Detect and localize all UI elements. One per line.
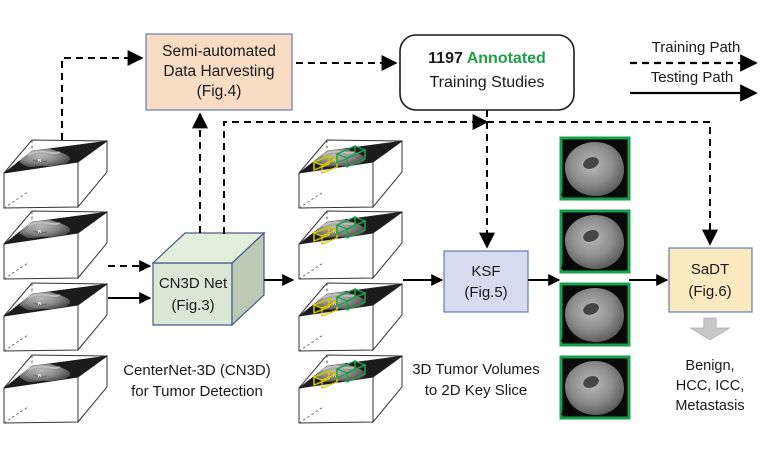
svg-text:(Fig.4): (Fig.4) xyxy=(197,83,242,100)
svg-text:Data Harvesting: Data Harvesting xyxy=(163,63,274,80)
svg-text:HCC, ICC,: HCC, ICC, xyxy=(676,378,744,394)
svg-text:1197 Annotated: 1197 Annotated xyxy=(428,50,546,67)
svg-text:3D Tumor Volumes: 3D Tumor Volumes xyxy=(412,361,540,378)
svg-text:(Fig.6): (Fig.6) xyxy=(688,283,731,300)
svg-text:Training Studies: Training Studies xyxy=(429,74,544,91)
svg-text:CN3D Net: CN3D Net xyxy=(159,275,228,292)
svg-text:(Fig.5): (Fig.5) xyxy=(464,284,507,301)
svg-text:for Tumor Detection: for Tumor Detection xyxy=(131,383,263,400)
svg-text:(Fig.3): (Fig.3) xyxy=(171,297,214,314)
svg-text:to 2D Key Slice: to 2D Key Slice xyxy=(425,382,528,399)
svg-text:SaDT: SaDT xyxy=(691,261,729,278)
svg-text:Semi-automated: Semi-automated xyxy=(162,43,276,60)
svg-text:Metastasis: Metastasis xyxy=(675,398,744,414)
svg-text:Training Path: Training Path xyxy=(652,39,741,56)
svg-text:CenterNet-3D (CN3D): CenterNet-3D (CN3D) xyxy=(123,362,271,379)
svg-text:Testing Path: Testing Path xyxy=(651,69,734,86)
svg-text:KSF: KSF xyxy=(471,263,500,280)
svg-text:Benign,: Benign, xyxy=(685,358,734,374)
